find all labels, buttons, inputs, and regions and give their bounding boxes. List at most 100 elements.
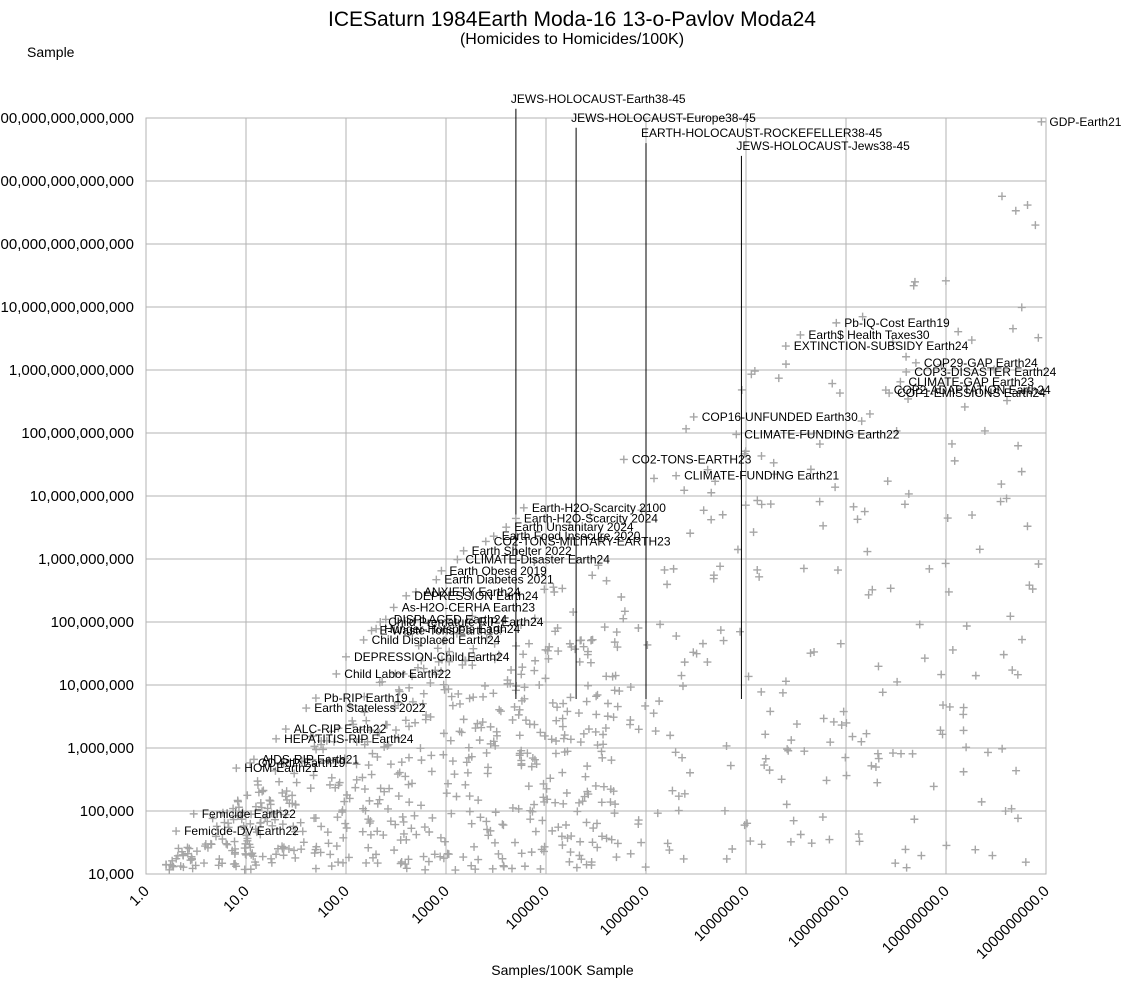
data-point xyxy=(282,787,291,796)
labeled-point-marker xyxy=(332,669,341,678)
y-axis-label: Sample xyxy=(27,44,75,60)
data-point xyxy=(678,682,687,691)
data-point xyxy=(1006,612,1015,621)
data-point xyxy=(761,754,770,763)
labeled-point-marker xyxy=(1037,117,1046,126)
data-point xyxy=(486,826,495,835)
data-point xyxy=(559,734,568,743)
data-point xyxy=(327,727,336,736)
data-point xyxy=(375,678,384,687)
data-point xyxy=(439,750,448,759)
data-label: Pb-RIP Earth19 xyxy=(324,691,408,705)
data-point xyxy=(828,379,837,388)
labeled-point-marker xyxy=(272,734,281,743)
y-tick-label: 10,000 xyxy=(88,866,134,883)
data-point xyxy=(246,865,255,874)
data-point xyxy=(902,352,911,361)
data-point xyxy=(344,853,353,862)
data-point xyxy=(233,796,242,805)
data-point xyxy=(517,761,526,770)
data-point xyxy=(615,687,624,696)
data-point xyxy=(317,822,326,831)
data-point xyxy=(192,847,201,856)
data-point xyxy=(908,749,917,758)
data-point xyxy=(480,681,489,690)
data-point xyxy=(583,787,592,796)
data-point xyxy=(520,862,529,871)
data-point xyxy=(474,855,483,864)
data-point xyxy=(468,612,477,621)
labeled-point-marker xyxy=(232,764,241,773)
data-point xyxy=(297,845,306,854)
data-point xyxy=(806,465,815,474)
data-point xyxy=(454,689,463,698)
data-point xyxy=(839,707,848,716)
data-point xyxy=(665,846,674,855)
data-point xyxy=(996,497,1005,506)
data-point xyxy=(405,798,414,807)
data-point xyxy=(272,850,281,859)
data-point xyxy=(341,819,350,828)
y-tick-label: 100,000 xyxy=(80,803,134,820)
data-point xyxy=(470,653,479,662)
data-point xyxy=(222,839,231,848)
data-point xyxy=(829,717,838,726)
data-point xyxy=(818,813,827,822)
data-point xyxy=(753,496,762,505)
data-point xyxy=(407,824,416,833)
data-point xyxy=(405,722,414,731)
data-point xyxy=(411,718,420,727)
data-point xyxy=(641,863,650,872)
data-point xyxy=(241,849,250,858)
data-point xyxy=(537,845,546,854)
data-point xyxy=(451,866,460,875)
data-point xyxy=(514,710,523,719)
data-point xyxy=(442,789,451,798)
data-point xyxy=(520,683,529,692)
data-point xyxy=(521,716,530,725)
data-point xyxy=(960,402,969,411)
data-point xyxy=(224,823,233,832)
data-point xyxy=(592,710,601,719)
data-point xyxy=(596,535,605,544)
data-point xyxy=(291,800,300,809)
data-point xyxy=(937,360,946,369)
data-point xyxy=(279,851,288,860)
data-point xyxy=(837,721,846,730)
data-point xyxy=(491,808,500,817)
data-point xyxy=(757,840,766,849)
data-point xyxy=(841,753,850,762)
x-tick-label: 100000000.0 xyxy=(879,883,953,957)
data-point xyxy=(440,685,449,694)
data-point xyxy=(465,694,474,703)
data-point xyxy=(1002,494,1011,503)
data-point xyxy=(455,727,464,736)
data-label: CO2-TONS-MILITARY-EARTH23 xyxy=(494,534,671,548)
data-point xyxy=(592,819,601,828)
data-point xyxy=(477,723,486,732)
data-point xyxy=(525,720,534,729)
data-point xyxy=(769,458,778,467)
data-point xyxy=(267,809,276,818)
data-point xyxy=(179,851,188,860)
data-point xyxy=(259,786,268,795)
data-point xyxy=(663,580,672,589)
data-point xyxy=(404,780,413,789)
data-point xyxy=(396,836,405,845)
data-point xyxy=(172,854,181,863)
data-point xyxy=(229,860,238,869)
data-point xyxy=(591,781,600,790)
data-point xyxy=(558,841,567,850)
data-point xyxy=(223,840,232,849)
data-label: HEPATITIS-RIP Earth24 xyxy=(284,732,414,746)
labeled-point-marker xyxy=(281,725,290,734)
data-point xyxy=(452,792,461,801)
labeled-point-marker xyxy=(672,471,681,480)
data-point xyxy=(359,804,368,813)
data-point xyxy=(241,839,250,848)
data-point xyxy=(686,529,695,538)
data-point xyxy=(587,636,596,645)
data-point xyxy=(1012,766,1021,775)
data-point xyxy=(271,766,280,775)
